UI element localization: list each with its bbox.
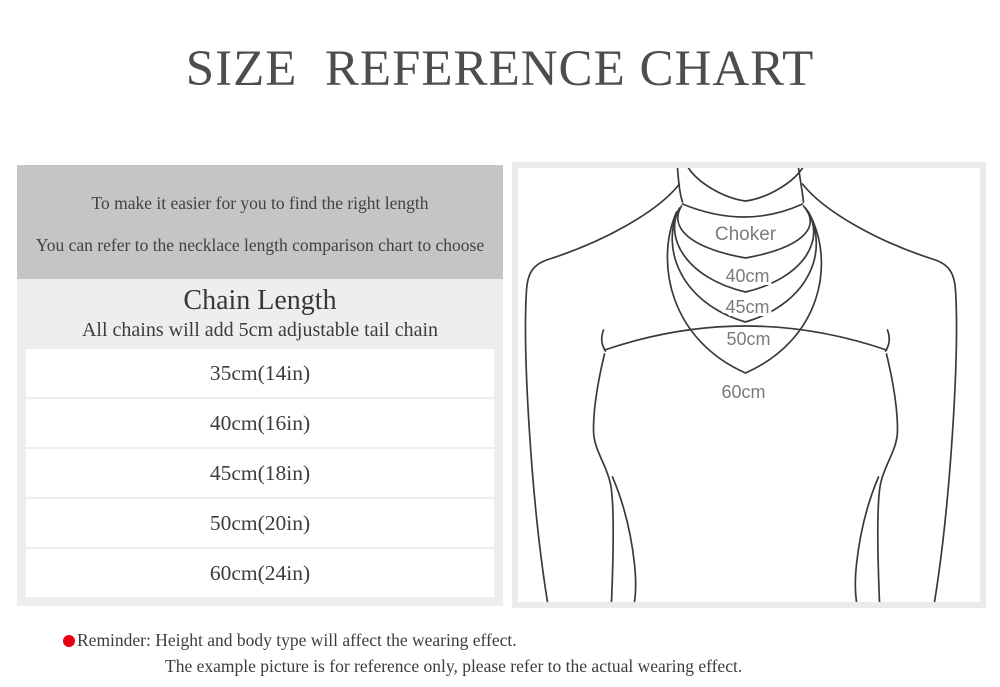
table-row-40cm: 40cm(16in) [26, 399, 494, 447]
intro-line-1: To make it easier for you to find the ri… [91, 193, 429, 213]
diagram-label-choker: Choker [715, 224, 777, 245]
chain-length-table: 35cm(14in) 40cm(16in) 45cm(18in) 50cm(20… [26, 349, 494, 597]
torso-outline-icon [524, 168, 958, 602]
intro-line-2: You can refer to the necklace length com… [35, 235, 485, 255]
diagram-panel: Choker 40cm 45cm 50cm 60cm [512, 162, 986, 608]
diagram-label-45cm: 45cm [725, 297, 769, 317]
reminder-section: Reminder: Height and body type will affe… [0, 627, 1000, 679]
reminder-bullet-icon [63, 635, 75, 647]
table-row-60cm: 60cm(24in) [26, 549, 494, 597]
reminder-line-2: The example picture is for reference onl… [165, 656, 743, 676]
diagram-label-50cm: 50cm [726, 329, 770, 349]
diagram-label-40cm: 40cm [725, 266, 769, 286]
chain-length-title: Chain Length [183, 285, 337, 316]
table-row-35cm: 35cm(14in) [26, 349, 494, 397]
panel-intro-header: To make it easier for you to find the ri… [17, 165, 503, 279]
chain-length-subtitle: All chains will add 5cm adjustable tail … [81, 319, 438, 341]
necklace-arcs-icon [666, 203, 823, 374]
diagram-label-60cm: 60cm [721, 382, 765, 402]
necklace-length-diagram: Choker 40cm 45cm 50cm 60cm [524, 168, 958, 602]
page-title: SIZE REFERENCE CHART [185, 41, 815, 97]
reminder-line-1: Reminder: Height and body type will affe… [77, 630, 517, 650]
table-row-45cm: 45cm(18in) [26, 449, 494, 497]
chain-length-panel: To make it easier for you to find the ri… [17, 165, 503, 606]
table-row-50cm: 50cm(20in) [26, 499, 494, 547]
